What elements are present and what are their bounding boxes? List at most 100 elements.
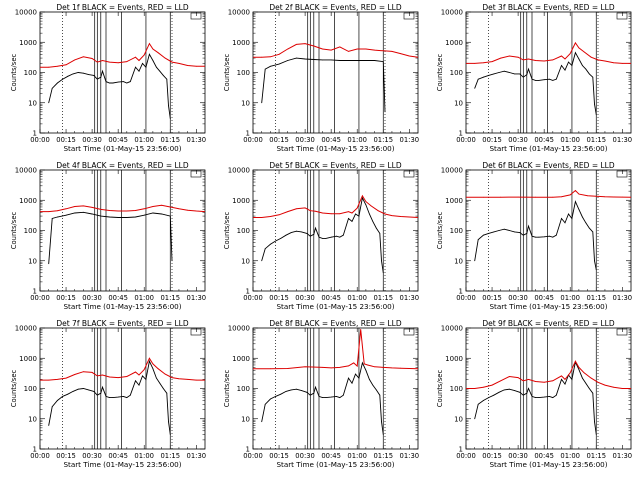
data-point-events — [330, 236, 332, 238]
y-tick-label: 1000 — [232, 355, 250, 363]
x-tick-label: 01:15 — [373, 452, 393, 460]
data-point-lld — [583, 51, 585, 53]
data-point-lld — [109, 61, 110, 63]
data-point-events — [77, 388, 79, 390]
data-point-events — [528, 225, 529, 227]
data-point-events — [552, 397, 554, 398]
chart-title: Det 7f BLACK = Events, RED = LLD — [56, 319, 189, 328]
x-axis-label: Start Time (01-May-15 23:56:00) — [276, 302, 394, 311]
series-line-events — [474, 200, 597, 270]
data-point-events — [74, 212, 76, 214]
series-line-events — [474, 360, 597, 435]
y-tick-label: 1 — [33, 130, 37, 138]
data-point-events — [330, 396, 332, 398]
data-point-lld — [270, 56, 271, 58]
data-point-lld — [109, 210, 110, 211]
data-point-events — [564, 69, 566, 71]
data-point-lld — [466, 196, 467, 198]
data-point-lld — [517, 56, 519, 58]
y-tick-label: 10 — [454, 99, 463, 107]
data-point-events — [100, 392, 102, 394]
y-tick-label: 1000 — [19, 39, 37, 47]
y-axis-label: Counts/sec — [10, 370, 18, 408]
data-point-lld — [353, 362, 355, 364]
data-point-events — [582, 377, 583, 379]
x-tick-label: 01:30 — [613, 452, 633, 460]
data-point-lld — [138, 60, 140, 61]
data-point-events — [531, 396, 533, 397]
data-point-events — [162, 75, 164, 76]
data-point-events — [145, 379, 147, 380]
data-point-events — [280, 393, 282, 395]
legend-box — [190, 328, 202, 336]
y-tick-label: 10 — [454, 257, 463, 265]
data-point-lld — [322, 212, 323, 214]
data-point-events — [135, 66, 136, 68]
data-point-events — [325, 238, 327, 239]
data-point-lld — [270, 368, 271, 370]
y-tick-label: 10 — [28, 415, 37, 423]
data-point-lld — [561, 196, 562, 198]
data-point-events — [552, 236, 554, 238]
y-tick-label: 1000 — [445, 355, 463, 363]
data-point-events — [161, 213, 163, 215]
data-point-lld — [543, 381, 545, 383]
y-axis-label: Counts/sec — [223, 212, 231, 250]
data-point-lld — [157, 52, 159, 54]
data-point-lld — [408, 216, 410, 218]
data-point-lld — [517, 377, 519, 378]
data-point-lld — [528, 58, 529, 60]
data-point-lld — [509, 55, 510, 57]
x-tick-label: 00:00 — [30, 294, 50, 302]
data-point-events — [519, 391, 521, 393]
data-point-lld — [339, 46, 341, 48]
data-point-events — [142, 375, 143, 377]
data-point-events — [594, 421, 595, 423]
data-point-lld — [517, 196, 519, 198]
y-tick-label: 10000 — [228, 325, 250, 333]
data-point-lld — [561, 55, 562, 57]
data-point-events — [91, 213, 93, 215]
data-point-lld — [330, 213, 332, 215]
data-point-events — [543, 79, 545, 81]
data-point-lld — [117, 377, 119, 378]
data-point-events — [365, 204, 367, 206]
data-point-events — [493, 73, 495, 75]
data-point-lld — [65, 377, 67, 379]
data-point-lld — [356, 365, 358, 367]
chart-title: Det 2f BLACK = Events, RED = LLD — [269, 3, 402, 12]
x-tick-label: 01:00 — [560, 452, 580, 460]
data-point-events — [356, 60, 358, 61]
data-point-events — [543, 236, 545, 238]
data-point-lld — [400, 367, 401, 369]
data-point-lld — [408, 55, 410, 57]
data-point-events — [330, 59, 332, 61]
data-point-events — [514, 73, 515, 75]
y-tick-label: 10000 — [228, 167, 250, 175]
data-point-events — [348, 218, 349, 219]
data-point-events — [318, 396, 320, 397]
legend-box — [190, 170, 202, 178]
plot-frame — [252, 169, 419, 292]
data-point-lld — [595, 195, 597, 197]
data-point-events — [62, 396, 63, 397]
x-tick-label: 01:30 — [187, 294, 207, 302]
x-tick-label: 01:15 — [373, 136, 393, 144]
x-tick-label: 01:15 — [586, 294, 606, 302]
data-point-lld — [126, 61, 128, 62]
data-point-events — [351, 221, 353, 222]
data-point-lld — [500, 57, 502, 59]
data-point-events — [162, 388, 164, 389]
data-point-events — [498, 230, 500, 231]
data-point-events — [315, 227, 316, 229]
x-axis-label: Start Time (01-May-15 23:56:00) — [276, 460, 394, 469]
y-axis-label: Counts/sec — [10, 212, 18, 250]
data-point-lld — [583, 372, 585, 374]
data-point-lld — [117, 62, 119, 64]
data-point-lld — [590, 56, 592, 58]
data-point-lld — [91, 372, 93, 373]
data-point-events — [105, 396, 107, 397]
data-point-events — [109, 216, 110, 218]
chart-panel-6: Det 6f BLACK = Events, RED = LLD 1 10 100 10… — [436, 161, 632, 311]
data-point-lld — [109, 376, 110, 378]
